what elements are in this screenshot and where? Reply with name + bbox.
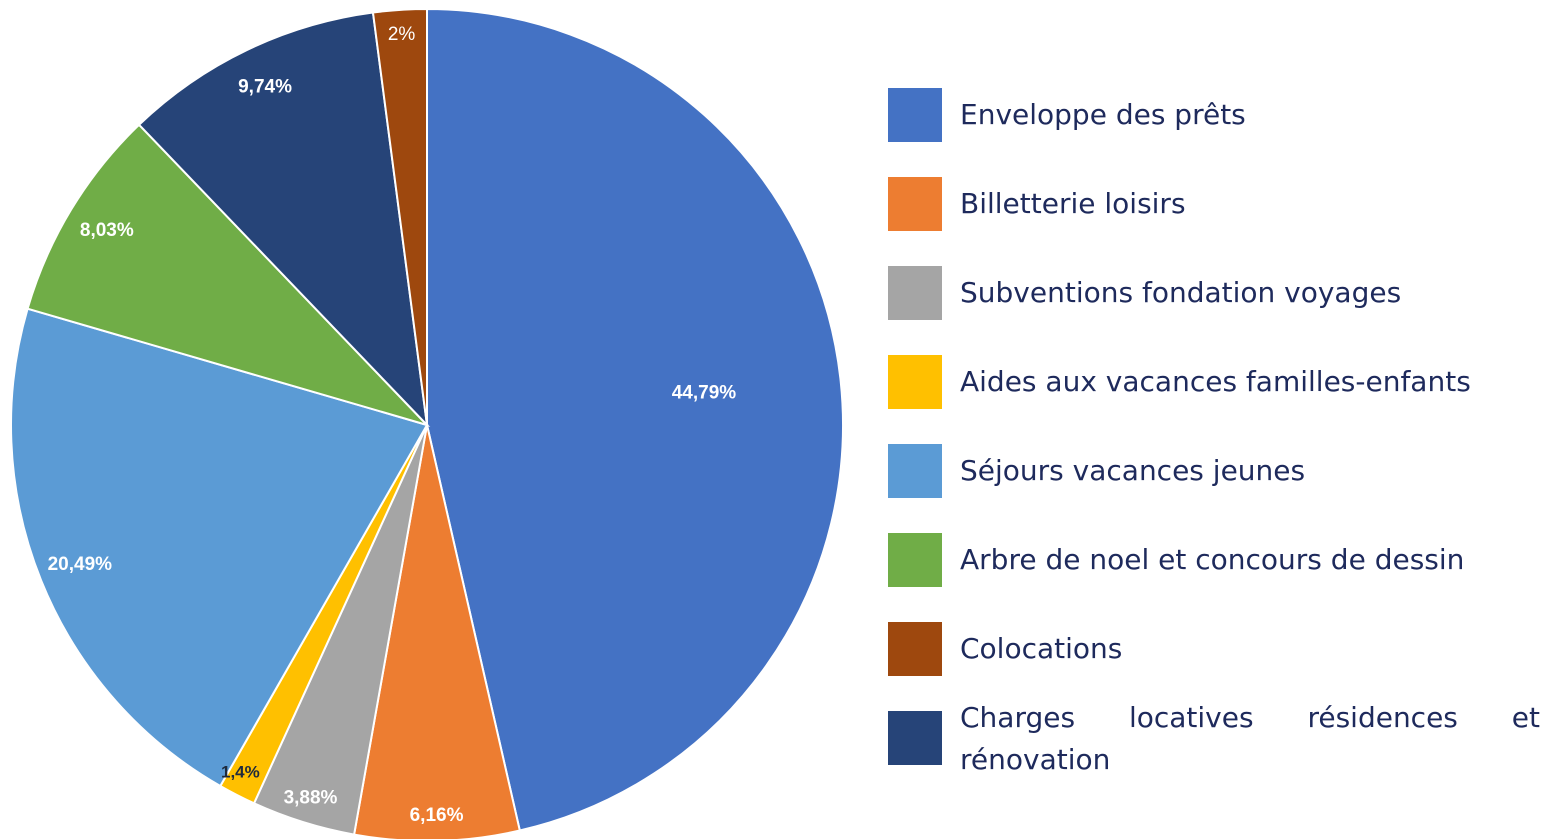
- legend-item: Billetterie loisirs: [888, 177, 1540, 231]
- pie-slice: [352, 424, 522, 839]
- pie-slice: [371, 7, 428, 426]
- legend-label: Aides aux vacances familles-enfants: [960, 365, 1471, 398]
- legend-label: Enveloppe des prêts: [960, 98, 1246, 131]
- legend-item: Arbre de noel et concours de dessin: [888, 533, 1540, 587]
- legend-swatch: [888, 711, 942, 765]
- legend-item: Colocations: [888, 622, 1540, 676]
- legend-label: Charges locatives résidences et rénovati…: [960, 701, 1540, 776]
- pie-slice: [10, 307, 429, 788]
- data-label: 9,74%: [238, 76, 292, 97]
- pie-slice: [426, 7, 844, 832]
- data-label: 6,16%: [410, 805, 464, 826]
- data-label: 44,79%: [672, 383, 737, 404]
- data-label: 2%: [388, 24, 416, 45]
- legend-swatch: [888, 266, 942, 320]
- legend-item: Séjours vacances jeunes: [888, 444, 1540, 498]
- legend-swatch: [888, 622, 942, 676]
- data-label: 1,4%: [221, 762, 260, 781]
- legend-label: Arbre de noel et concours de dessin: [960, 543, 1465, 576]
- legend-swatch: [888, 88, 942, 142]
- pie-chart: 44,79% 6,16% 3,88% 1,4% 20,49% 8,03% 9,74% 2%: [10, 7, 844, 839]
- pie-slice: [137, 11, 429, 428]
- pie-slice: [26, 123, 431, 428]
- data-label: 8,03%: [80, 220, 134, 241]
- legend-item: Enveloppe des prêts: [888, 88, 1540, 142]
- legend-label: Billetterie loisirs: [960, 187, 1186, 220]
- legend-item: Aides aux vacances familles-enfants: [888, 355, 1540, 409]
- legend-label: Colocations: [960, 632, 1123, 665]
- legend-item: Subventions fondation voyages: [888, 266, 1540, 320]
- legend-swatch: [888, 533, 942, 587]
- legend-swatch: [888, 177, 942, 231]
- legend-label: Subventions fondation voyages: [960, 276, 1402, 309]
- legend-swatch: [888, 355, 942, 409]
- legend-swatch: [888, 444, 942, 498]
- data-label: 3,88%: [284, 787, 338, 808]
- legend-label: Séjours vacances jeunes: [960, 454, 1306, 487]
- legend-item: Charges locatives résidences et rénovati…: [888, 701, 1540, 776]
- data-label: 20,49%: [48, 554, 113, 575]
